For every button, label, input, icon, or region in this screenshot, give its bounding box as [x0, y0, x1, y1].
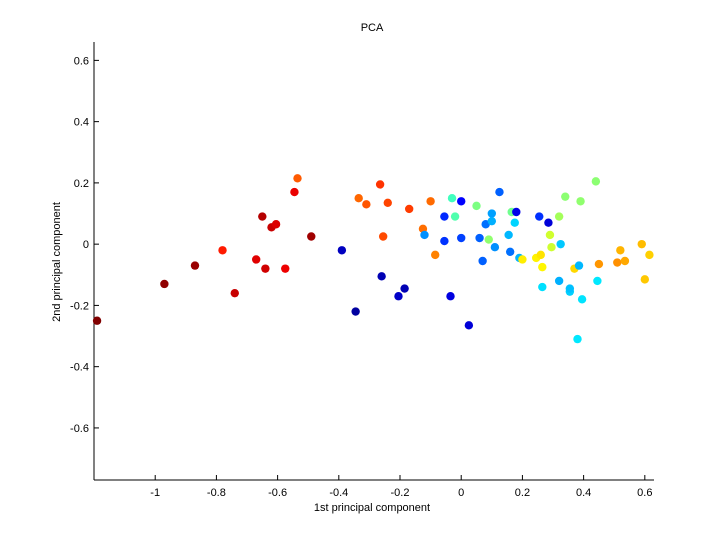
y-tick-label: 0.4 [74, 117, 89, 129]
data-points [92, 174, 654, 344]
scatter-point [545, 230, 555, 240]
scatter-point [160, 279, 169, 289]
scatter-point [544, 218, 553, 227]
x-axis-label: 1st principal component [314, 502, 430, 514]
x-tick-label: 0.6 [637, 487, 652, 499]
x-tick-label: -0.4 [329, 487, 348, 499]
scatter-point [404, 204, 414, 214]
x-tick-label: -0.6 [268, 487, 287, 499]
scatter-point [446, 292, 455, 301]
scatter-point [293, 174, 302, 183]
scatter-point [490, 243, 500, 252]
scatter-point [613, 258, 622, 267]
scatter-point [375, 180, 385, 189]
scatter-point [594, 259, 604, 269]
scatter-point [457, 197, 466, 206]
scatter-point [487, 209, 497, 218]
scatter-point [536, 250, 545, 260]
scatter-point [645, 250, 654, 260]
scatter-point [512, 207, 521, 217]
y-tick-label: -0.4 [70, 362, 89, 374]
scatter-point [447, 194, 457, 203]
scatter-point [576, 197, 585, 206]
scatter-point [510, 218, 519, 227]
y-tick-label: 0.2 [74, 178, 89, 190]
y-tick-label: 0 [83, 239, 89, 251]
scatter-point [475, 233, 484, 243]
scatter-point [573, 334, 582, 344]
scatter-point [394, 292, 403, 301]
y-axis-label: 2nd principal component [51, 202, 63, 322]
scatter-point [505, 247, 515, 257]
scatter-point [92, 316, 102, 325]
scatter-point [457, 233, 466, 243]
scatter-point [535, 212, 544, 221]
scatter-point [640, 275, 650, 284]
scatter-point [261, 264, 270, 273]
scatter-point [440, 236, 449, 246]
scatter-point [495, 187, 504, 197]
scatter-point [337, 246, 347, 255]
y-tick-label: 0.6 [74, 55, 89, 67]
scatter-point [400, 284, 409, 293]
scatter-point [484, 235, 493, 244]
scatter-point [426, 197, 435, 206]
x-tick-label: 0.4 [576, 487, 591, 499]
scatter-point [307, 232, 316, 241]
scatter-point [518, 255, 527, 264]
scatter-point [593, 276, 602, 286]
scatter-point [362, 200, 371, 209]
scatter-point [554, 276, 564, 286]
scatter-point [281, 264, 290, 273]
y-axis-ticks: -0.6 -0.4 -0.2 0 0.2 0.4 0.6 [70, 55, 99, 435]
scatter-point [420, 230, 429, 240]
scatter-point [251, 255, 261, 264]
scatter-point [378, 232, 388, 241]
x-axis-ticks: -1 -0.8 -0.6 -0.4 -0.2 0 0.2 0.4 0.6 [150, 475, 652, 499]
scatter-point [351, 307, 360, 316]
scatter-point [574, 261, 584, 270]
scatter-point [616, 246, 625, 255]
y-tick-label: -0.2 [70, 300, 89, 312]
x-tick-label: -0.2 [391, 487, 410, 499]
scatter-point [271, 220, 281, 229]
chart-title: PCA [361, 22, 384, 34]
scatter-point [354, 194, 363, 203]
x-tick-label: -1 [150, 487, 160, 499]
scatter-point [591, 177, 601, 186]
scatter-point [472, 201, 481, 211]
scatter-point [547, 243, 556, 252]
y-tick-label: -0.6 [70, 423, 89, 435]
x-tick-label: -0.8 [207, 487, 226, 499]
scatter-point [565, 284, 575, 293]
scatter-point [561, 192, 570, 201]
scatter-point [258, 212, 267, 221]
scatter-point [478, 256, 487, 266]
scatter-point [556, 239, 565, 249]
scatter-point [577, 295, 587, 304]
scatter-point [538, 282, 547, 292]
scatter-point [230, 288, 239, 298]
scatter-point [218, 246, 227, 255]
scatter-point [620, 256, 630, 266]
scatter-point [383, 198, 392, 208]
scatter-point [637, 239, 646, 249]
scatter-point [450, 212, 460, 221]
scatter-point [190, 261, 200, 270]
scatter-point [504, 230, 513, 240]
x-tick-label: 0.2 [515, 487, 530, 499]
scatter-point [538, 262, 547, 272]
scatter-point [431, 250, 440, 260]
scatter-point [290, 187, 299, 197]
scatter-point [464, 321, 474, 330]
scatter-point [440, 212, 449, 221]
scatter-point [554, 212, 564, 221]
scatter-point [377, 272, 386, 281]
x-tick-label: 0 [458, 487, 464, 499]
scatter-point [487, 216, 497, 226]
